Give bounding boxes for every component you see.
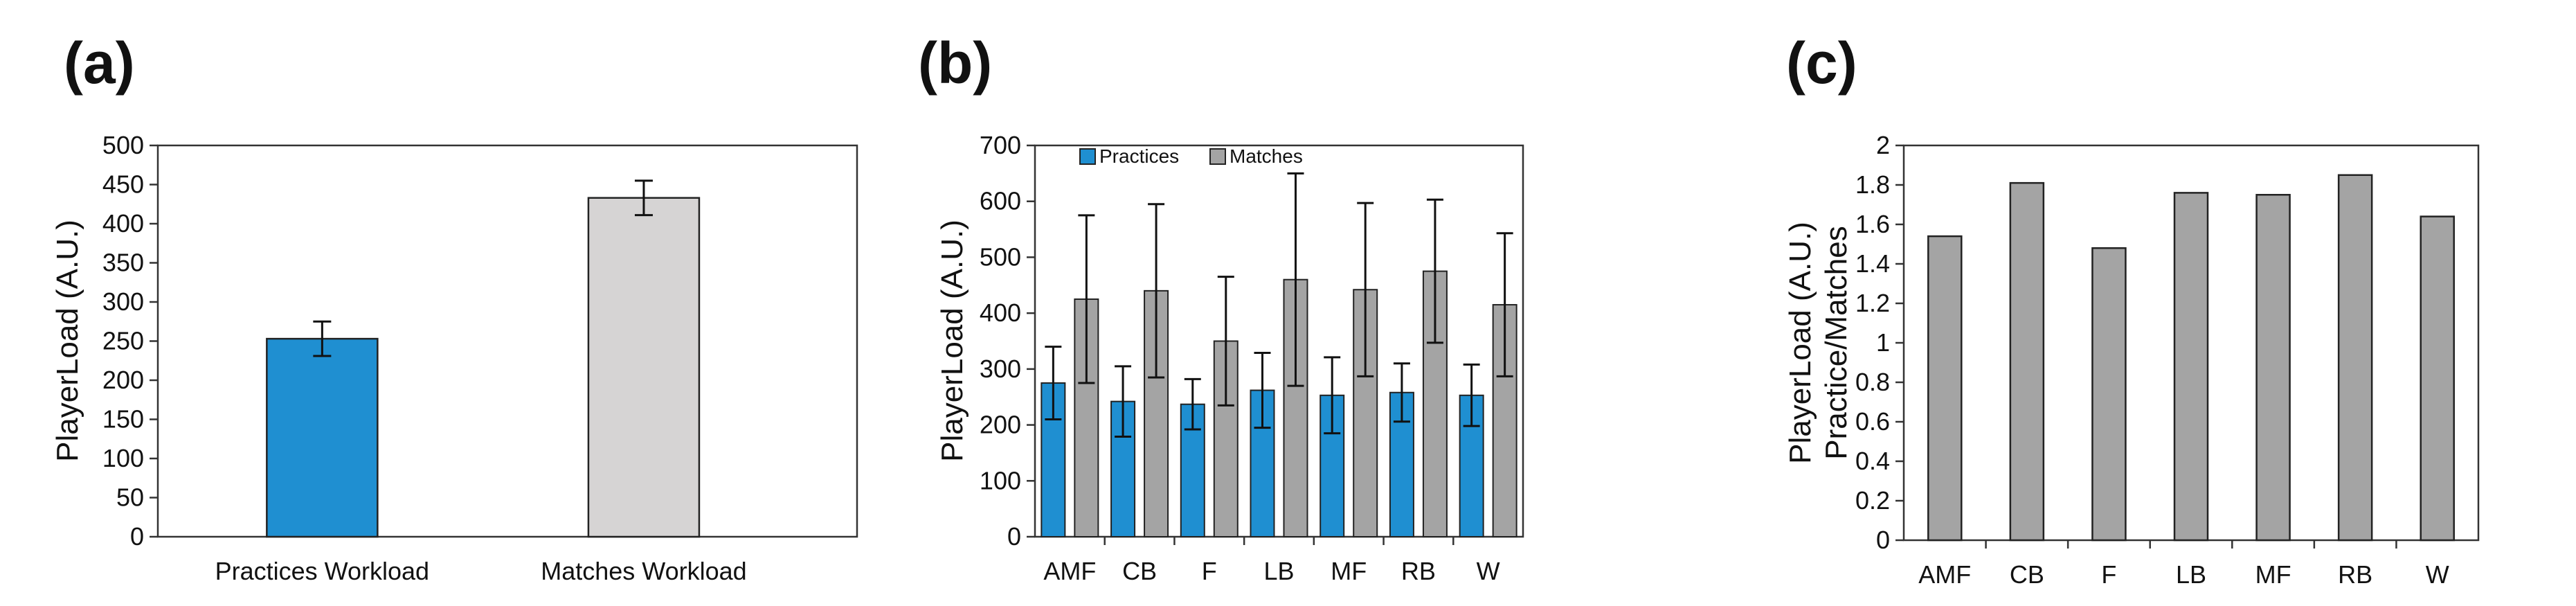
y-tick-label: 1.8 (1855, 170, 1890, 199)
y-tick-label: 100 (102, 444, 144, 472)
y-tick-label: 500 (980, 242, 1021, 271)
bar-practices-workload (266, 337, 379, 538)
x-tick-label: F (2101, 560, 2116, 589)
bar-mf (2255, 194, 2291, 542)
chart-panel-b: (b) 0 100 200 300 400 500 600 700 PlayerLoad (A.U… (918, 30, 1524, 585)
x-tick-label: F (1202, 557, 1217, 585)
bar-matches-workload (587, 197, 701, 538)
y-tick-label: 400 (980, 298, 1021, 327)
y-tick-label: 200 (980, 411, 1021, 439)
y-axis-title: PlayerLoad (A.U.) (51, 220, 84, 462)
bar-amf (1927, 235, 1963, 542)
legend-swatch-practices (1079, 148, 1096, 165)
y-tick-label: 1.2 (1855, 289, 1890, 317)
plot-frame (156, 144, 858, 538)
y-tick-label: 300 (102, 287, 144, 316)
y-tick-label: 0 (1007, 522, 1021, 551)
y-tick-label: 0 (1876, 526, 1890, 554)
y-tick-label: 0.2 (1855, 486, 1890, 515)
chart-panel-a: (a) 0 50 100 150 200 250 300 350 400 450 500 PlayerL… (51, 30, 858, 585)
bar-f (2091, 247, 2127, 542)
y-tick-label: 1 (1876, 328, 1890, 357)
y-tick-label: 0.6 (1855, 407, 1890, 436)
panel-label: (a) (64, 30, 135, 96)
chart-legend: Practices Matches (1079, 145, 1303, 167)
x-tick-label: CB (2010, 560, 2044, 589)
x-tick-label: W (1477, 557, 1500, 585)
panel-label: (c) (1786, 30, 1857, 96)
chart-panel-c: (c) 0 0.2 0.4 0.6 0.8 1 1.2 1.4 1.6 1.8 2 PlayerLoad… (1783, 30, 2480, 589)
plot-frame (1034, 144, 1524, 538)
y-tick-label: 1.4 (1855, 249, 1890, 278)
y-tick-label: 700 (980, 131, 1021, 159)
x-tick-label: Practices Workload (215, 557, 429, 585)
y-axis-title-line: PlayerLoad (A.U.) (935, 220, 969, 462)
x-tick-label: RB (2338, 560, 2372, 589)
bar-w (2420, 215, 2455, 542)
x-tick-label: Matches Workload (541, 557, 746, 585)
x-tick-label: LB (2176, 560, 2206, 589)
y-tick-label: 0.8 (1855, 368, 1890, 396)
bar-rb (2337, 174, 2373, 542)
y-tick-label: 600 (980, 187, 1021, 215)
y-tick-label: 400 (102, 209, 144, 238)
legend-swatch-matches (1209, 148, 1226, 165)
y-tick-label: 2 (1876, 131, 1890, 159)
y-tick-label: 0 (130, 522, 144, 551)
y-tick-label: 350 (102, 249, 144, 277)
y-tick-label: 1.6 (1855, 210, 1890, 238)
y-tick-label: 500 (102, 131, 144, 159)
x-tick-label: MF (2255, 560, 2291, 589)
y-axis-title: PlayerLoad (A.U.) (935, 220, 969, 462)
y-axis-title: PlayerLoad (A.U.)Practice/Matches (1783, 222, 1853, 464)
legend-label: Practices (1099, 145, 1179, 167)
bar-cb (2009, 181, 2045, 542)
x-tick-label: RB (1401, 557, 1436, 585)
y-axis-title-line: Practice/Matches (1819, 226, 1853, 459)
y-tick-label: 200 (102, 366, 144, 394)
x-tick-label: MF (1331, 557, 1367, 585)
x-tick-label: AMF (1918, 560, 1971, 589)
bar-lb (2173, 192, 2209, 542)
x-tick-label: CB (1122, 557, 1157, 585)
y-tick-label: 0.4 (1855, 447, 1890, 475)
x-tick-label: W (2426, 560, 2449, 589)
x-tick-label: AMF (1043, 557, 1096, 585)
y-axis-title-line: PlayerLoad (A.U.) (1783, 222, 1817, 464)
y-tick-label: 100 (980, 466, 1021, 494)
y-axis-title-line: PlayerLoad (A.U.) (51, 220, 84, 462)
y-tick-label: 450 (102, 170, 144, 199)
panel-label: (b) (918, 30, 992, 96)
y-tick-label: 50 (116, 483, 144, 512)
legend-label: Matches (1230, 145, 1303, 167)
y-tick-label: 250 (102, 327, 144, 355)
x-tick-label: LB (1263, 557, 1294, 585)
y-tick-label: 300 (980, 355, 1021, 383)
y-tick-label: 150 (102, 405, 144, 434)
